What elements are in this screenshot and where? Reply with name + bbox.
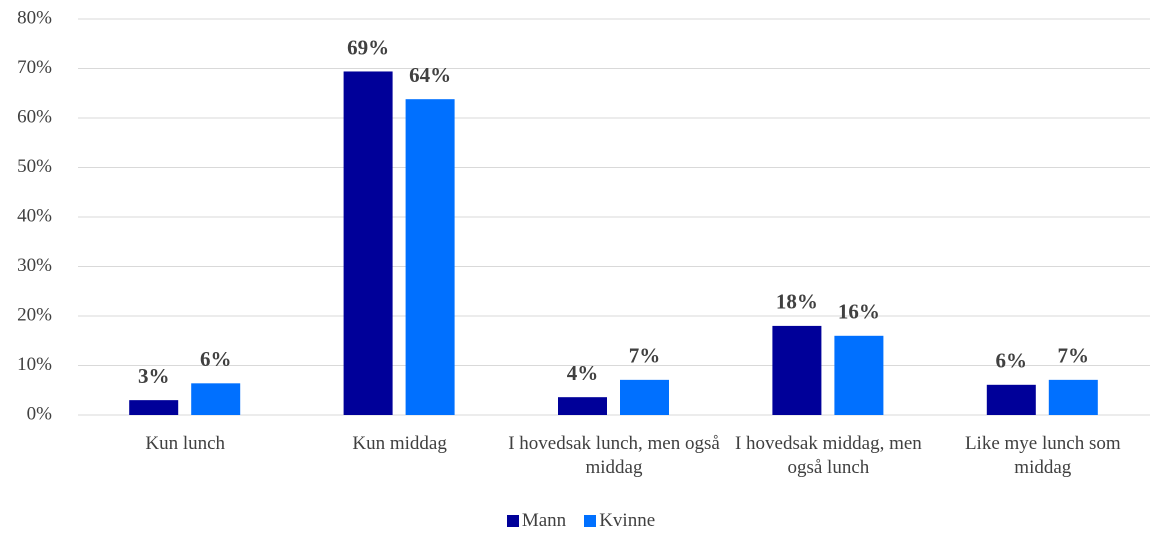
y-tick-label: 40% <box>17 205 52 226</box>
bar <box>558 397 607 415</box>
legend-item: Kvinne <box>584 510 655 532</box>
data-label: 3% <box>138 364 170 388</box>
data-label: 64% <box>409 63 451 87</box>
bar <box>1048 379 1098 415</box>
x-tick-label: Kun middag <box>352 433 447 454</box>
bar <box>129 400 179 415</box>
y-tick-label: 0% <box>27 403 53 424</box>
bar <box>191 383 241 415</box>
legend-item: Mann <box>506 510 567 532</box>
legend: Mann Kvinne <box>0 510 1162 532</box>
y-tick-label: 70% <box>17 57 52 78</box>
y-tick-label: 10% <box>17 354 52 375</box>
bar <box>620 379 669 415</box>
data-label: 18% <box>776 290 818 314</box>
data-label: 69% <box>347 35 389 59</box>
legend-label: Kvinne <box>599 510 656 531</box>
bar <box>834 335 884 415</box>
x-tick-label: I hovedsak middag, men også lunch <box>734 433 922 478</box>
data-label: 4% <box>567 361 599 385</box>
y-tick-label: 80% <box>17 7 52 28</box>
x-tick-label: Like mye lunch som middag <box>964 433 1121 478</box>
bar <box>405 99 455 415</box>
data-label: 16% <box>838 300 880 324</box>
legend-swatch <box>584 515 597 527</box>
legend-swatch <box>506 515 519 527</box>
bar <box>343 71 393 415</box>
x-tick-label: Kun lunch <box>145 433 226 454</box>
data-label: 6% <box>200 347 232 371</box>
y-tick-label: 50% <box>17 156 52 177</box>
data-label: 6% <box>996 349 1028 373</box>
legend-label: Mann <box>521 510 567 531</box>
x-tick-label: I hovedsak lunch, men også middag <box>508 433 720 478</box>
bar <box>986 384 1036 415</box>
data-label: 7% <box>629 344 661 368</box>
bar <box>772 325 822 415</box>
data-label: 7% <box>1058 344 1090 368</box>
y-tick-label: 30% <box>17 255 52 276</box>
y-tick-label: 20% <box>17 304 52 325</box>
y-tick-label: 60% <box>17 106 52 127</box>
